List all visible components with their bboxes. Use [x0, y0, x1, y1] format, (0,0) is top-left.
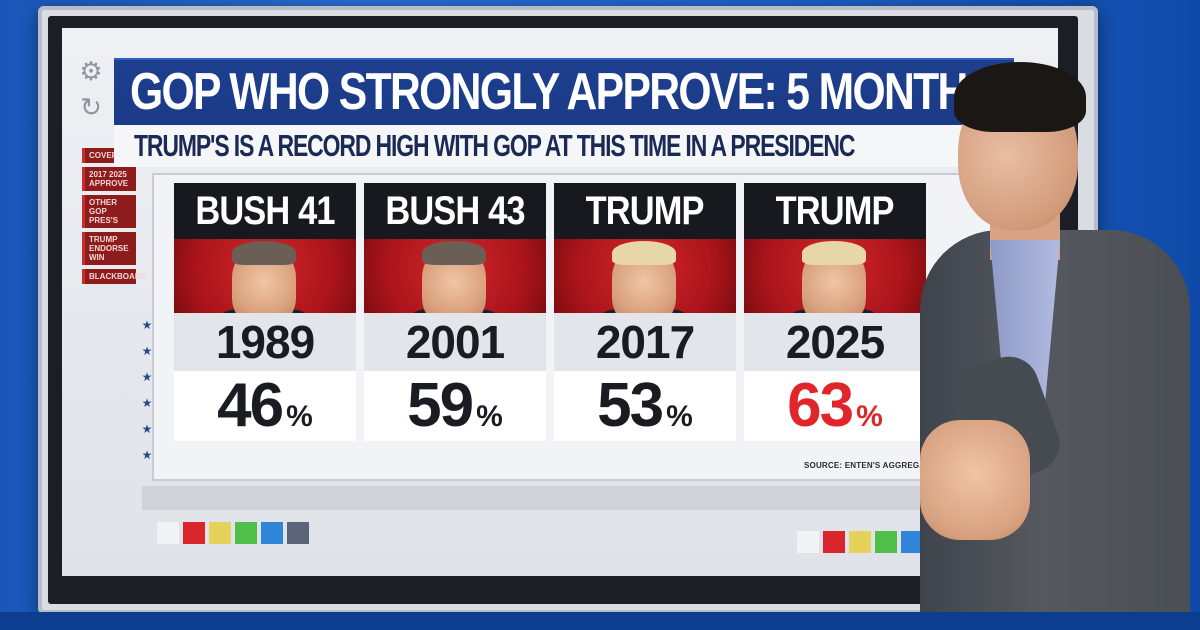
star-icon: ★ [141, 448, 153, 462]
approval-value: 46% [174, 371, 356, 441]
president-name: TRUMP [744, 183, 926, 239]
president-year: 2017 [554, 313, 736, 371]
color-swatch[interactable] [875, 531, 897, 553]
graphic-subtitle: TRUMP'S IS A RECORD HIGH WITH GOP AT THI… [134, 128, 855, 163]
approval-value: 53% [554, 371, 736, 441]
touchscreen-display: ⚙ ↻ COVER 2017 2025 APPROVE OTHER GOP PR… [62, 28, 1058, 576]
graphic-title: GOP WHO STRONGLY APPROVE: 5 MONTHS [130, 63, 995, 121]
presenter-hair [954, 62, 1086, 132]
president-column: TRUMP 2017 53% [554, 183, 736, 441]
president-year: 1989 [174, 313, 356, 371]
portrait-hair [232, 241, 296, 265]
president-year: 2001 [364, 313, 546, 371]
source-note: SOURCE: ENTEN'S AGGREGATE [804, 461, 936, 470]
star-icon: ★ [141, 396, 153, 410]
president-name: BUSH 43 [364, 183, 546, 239]
portrait-hair [802, 241, 866, 265]
color-swatch[interactable] [209, 522, 231, 544]
star-column: ★ ★ ★ ★ ★ ★ [138, 318, 156, 474]
color-swatch[interactable] [183, 522, 205, 544]
color-swatch[interactable] [157, 522, 179, 544]
portrait-hair [612, 241, 676, 265]
star-icon: ★ [141, 318, 153, 332]
presenter-hands [920, 420, 1030, 540]
president-photo [174, 239, 356, 313]
president-name: TRUMP [554, 183, 736, 239]
president-column: BUSH 43 2001 59% [364, 183, 546, 441]
president-column: BUSH 41 1989 46% [174, 183, 356, 441]
approval-value: 59% [364, 371, 546, 441]
title-bar [114, 58, 1014, 132]
sidebar-item-blackboard[interactable]: BLACKBOARD [82, 269, 146, 284]
panel-shadow [142, 486, 1002, 510]
color-swatch[interactable] [849, 531, 871, 553]
color-swatch[interactable] [261, 522, 283, 544]
portrait-hair [422, 241, 486, 265]
president-photo [364, 239, 546, 313]
sidebar-nav: COVER 2017 2025 APPROVE OTHER GOP PRES'S… [82, 148, 146, 288]
subtitle-bar [114, 125, 1014, 167]
color-swatches-right [797, 531, 949, 553]
star-icon: ★ [141, 344, 153, 358]
star-icon: ★ [141, 422, 153, 436]
gear-icon[interactable]: ⚙ [79, 56, 103, 86]
president-name: BUSH 41 [174, 183, 356, 239]
color-swatch[interactable] [287, 522, 309, 544]
president-photo [744, 239, 926, 313]
sidebar-item-endorse[interactable]: TRUMP ENDORSE WIN [82, 232, 136, 265]
color-swatch[interactable] [901, 531, 923, 553]
studio-floor-bar [0, 612, 1200, 630]
sidebar-item-other-gop[interactable]: OTHER GOP PRES'S [82, 195, 136, 228]
approval-value: 63% [744, 371, 926, 441]
sidebar-item-approve[interactable]: 2017 2025 APPROVE [82, 167, 136, 191]
president-column: TRUMP 2025 63% [744, 183, 926, 441]
color-swatch[interactable] [235, 522, 257, 544]
president-photo [554, 239, 736, 313]
star-icon: ★ [141, 370, 153, 384]
color-swatch[interactable] [797, 531, 819, 553]
refresh-icon[interactable]: ↻ [80, 92, 102, 122]
presenter [920, 60, 1200, 630]
president-year: 2025 [744, 313, 926, 371]
color-swatch[interactable] [823, 531, 845, 553]
color-swatches-left [157, 522, 309, 544]
